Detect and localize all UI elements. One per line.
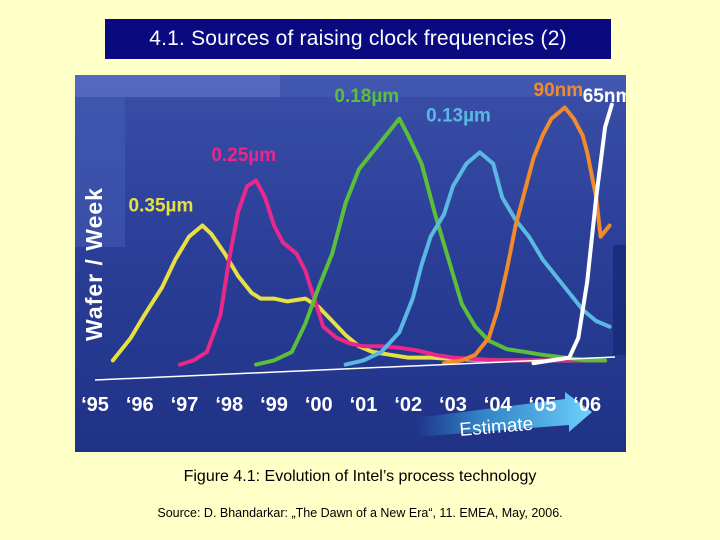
x-tick-label: ‘05 bbox=[529, 394, 557, 416]
series-label: 90nm bbox=[534, 80, 584, 101]
estimate-arrow bbox=[415, 392, 592, 437]
series-label: 0.25µm bbox=[211, 145, 276, 166]
slide-title: 4.1. Sources of raising clock frequencie… bbox=[105, 19, 611, 59]
x-tick-label: ‘06 bbox=[573, 394, 601, 416]
x-tick-label: ‘95 bbox=[81, 394, 109, 416]
x-axis: ‘95 ‘96 ‘97 ‘98 ‘99 ‘00 ‘01 ‘02 ‘03 ‘04 ‘05 ‘06 bbox=[81, 356, 616, 416]
x-tick-label: ‘98 bbox=[215, 394, 243, 416]
series-line-4 bbox=[442, 105, 612, 366]
series-label: 0.18µm bbox=[334, 86, 399, 107]
process-technology-chart: Estimate 0.35µm 0.25µm 0.18µm 0.13µm 90nm 65n… bbox=[75, 75, 626, 452]
x-tick-label: ‘01 bbox=[350, 394, 378, 416]
series-line-1 bbox=[178, 178, 608, 367]
series-line-3 bbox=[343, 150, 612, 367]
series-line-2 bbox=[254, 116, 608, 367]
x-axis-line bbox=[94, 356, 616, 381]
x-tick-label: ‘99 bbox=[260, 394, 288, 416]
series-lines bbox=[110, 102, 614, 367]
x-tick-label: ‘97 bbox=[171, 394, 199, 416]
series-label: 65nm bbox=[583, 86, 626, 107]
x-tick-label: ‘03 bbox=[439, 394, 467, 416]
chart-background bbox=[75, 75, 626, 452]
x-tick-label: ‘02 bbox=[394, 394, 422, 416]
source-citation: Source: D. Bhandarkar: „The Dawn of a Ne… bbox=[157, 506, 563, 520]
x-tick-label: ‘96 bbox=[126, 394, 154, 416]
slide-title-text: 4.1. Sources of raising clock frequencie… bbox=[149, 27, 567, 50]
figure-caption: Figure 4.1: Evolution of Intel’s process… bbox=[183, 468, 537, 485]
series-label: 0.13µm bbox=[426, 106, 491, 127]
series-labels: 0.35µm 0.25µm 0.18µm 0.13µm 90nm 65nm bbox=[129, 80, 626, 216]
bg-panel-left bbox=[75, 97, 125, 247]
series-line-0 bbox=[110, 223, 608, 363]
series-label: 0.35µm bbox=[129, 195, 194, 216]
y-axis-label: Wafer / Week bbox=[81, 187, 107, 341]
bg-band-top bbox=[75, 75, 280, 97]
x-tick-label: ‘04 bbox=[484, 394, 513, 416]
x-tick-label: ‘00 bbox=[305, 394, 333, 416]
bg-band-top-right bbox=[280, 75, 626, 97]
bg-panel-right bbox=[613, 245, 626, 355]
